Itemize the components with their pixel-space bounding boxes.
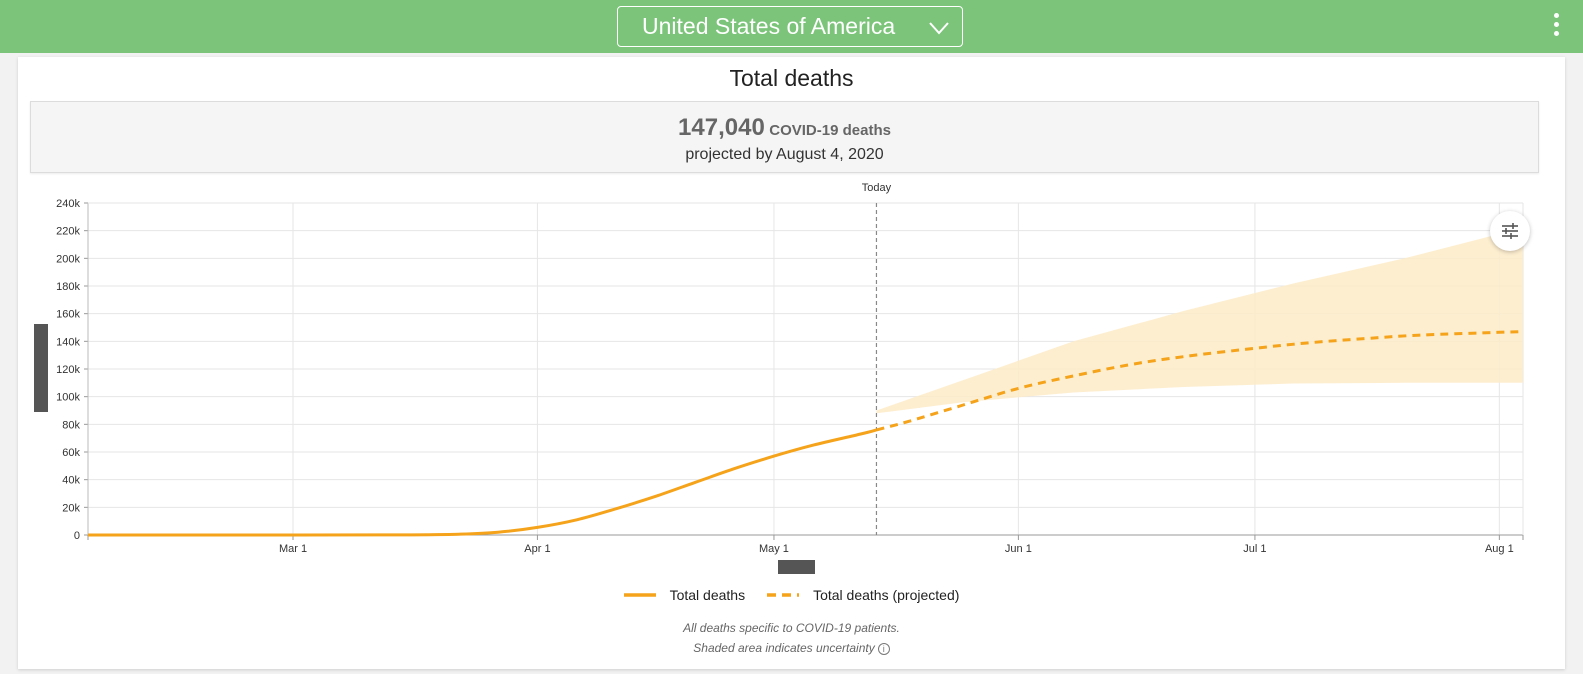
x-tick-label: May 1 xyxy=(759,543,789,555)
y-tick-label: 140k xyxy=(56,336,80,348)
x-tick-label: Aug 1 xyxy=(1485,543,1514,555)
location-dropdown-value: United States of America xyxy=(642,13,896,39)
legend-item-total-deaths-projected[interactable]: Total deaths (projected) xyxy=(767,587,959,603)
location-dropdown[interactable]: United States of America xyxy=(617,6,963,47)
sliders-icon xyxy=(1502,223,1518,239)
card-title: Total deaths xyxy=(729,65,854,91)
x-tick-label: Jun 1 xyxy=(1005,543,1032,555)
y-tick-label: 40k xyxy=(62,475,80,487)
y-tick-label: 220k xyxy=(56,226,80,238)
x-tick-label: Jul 1 xyxy=(1243,543,1266,555)
uncertainty-band xyxy=(876,227,1523,414)
series-line-total-deaths-projected xyxy=(876,330,1524,432)
top-bar: United States of America xyxy=(0,0,1583,53)
y-tick-label: 80k xyxy=(62,419,80,431)
y-tick-label: 120k xyxy=(56,364,80,376)
summary-subtitle: projected by August 4, 2020 xyxy=(685,146,884,163)
y-tick-label: 200k xyxy=(56,253,80,265)
note-deaths: All deaths specific to COVID-19 patients… xyxy=(683,621,900,635)
today-label: Today xyxy=(862,182,892,194)
legend-label: Total deaths xyxy=(669,587,746,603)
x-tick-label: Mar 1 xyxy=(279,543,307,555)
note-uncertainty: Shaded area indicates uncertainty i xyxy=(0,638,1583,658)
info-icon[interactable]: i xyxy=(877,642,890,655)
legend-label: Total deaths (projected) xyxy=(813,587,960,603)
series-line-total-deaths xyxy=(88,428,877,537)
note-uncertainty-text: Shaded area indicates uncertainty xyxy=(693,641,875,655)
x-axis-zoom-handle[interactable] xyxy=(778,560,815,574)
y-tick-label: 240k xyxy=(56,198,80,210)
summary-number: 147,040 xyxy=(678,114,765,141)
y-tick-label: 180k xyxy=(56,281,80,293)
legend-swatch-dashed xyxy=(767,593,800,597)
y-tick-label: 20k xyxy=(62,502,80,514)
x-tick-label: Apr 1 xyxy=(524,543,550,555)
summary-box: 147,040 COVID-19 deaths projected by Aug… xyxy=(30,101,1539,173)
chevron-down-icon xyxy=(929,22,949,35)
summary-unit: COVID-19 deaths xyxy=(769,122,891,139)
y-axis-zoom-handle[interactable] xyxy=(34,324,48,412)
legend-swatch-solid xyxy=(623,593,656,597)
chart-notes: All deaths specific to COVID-19 patients… xyxy=(0,618,1583,658)
y-tick-label: 160k xyxy=(56,309,80,321)
chart-legend: Total deaths Total deaths (projected) xyxy=(0,587,1583,603)
y-tick-label: 60k xyxy=(62,447,80,459)
chart-settings-button[interactable] xyxy=(1490,211,1530,251)
y-tick-label: 100k xyxy=(56,392,80,404)
y-tick-label: 0 xyxy=(74,530,80,542)
more-vertical-icon[interactable] xyxy=(1551,13,1561,41)
legend-item-total-deaths[interactable]: Total deaths xyxy=(623,587,746,603)
